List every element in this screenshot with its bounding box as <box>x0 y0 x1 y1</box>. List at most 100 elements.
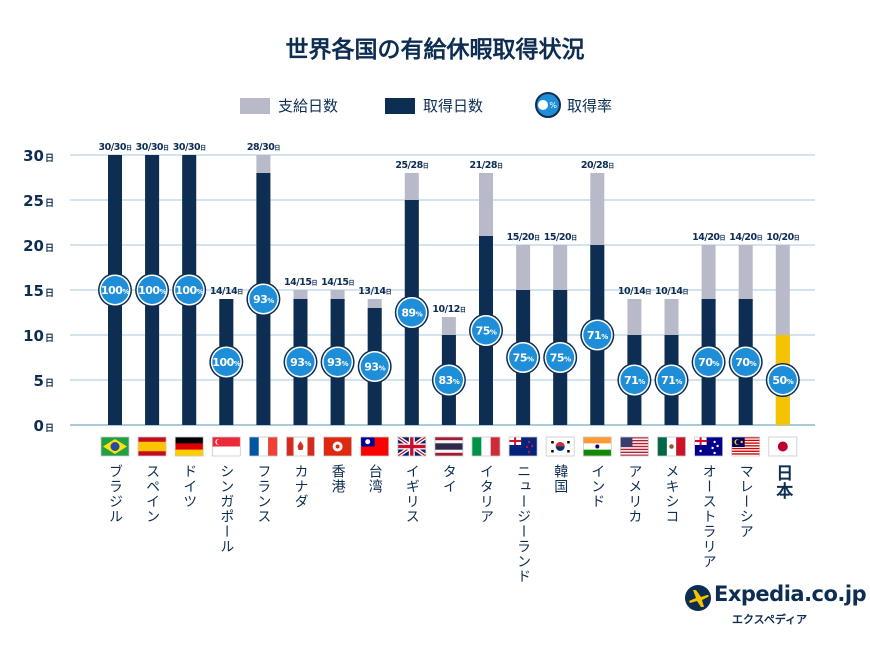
flag-part <box>527 450 531 454</box>
rate-percent: % <box>267 297 274 305</box>
flag-part <box>713 451 716 455</box>
india-flag-icon <box>582 436 612 457</box>
airplane-logo-icon <box>685 585 711 611</box>
y-tick-unit: 日 <box>45 198 54 209</box>
bar-value-label: 21/28日 <box>470 160 503 171</box>
y-tick-unit: 日 <box>45 423 54 434</box>
rate-label: 89% <box>401 307 422 320</box>
flag-part <box>567 441 570 444</box>
flag-part <box>595 444 600 449</box>
bar-value-unit: 日 <box>645 289 651 296</box>
flag-part <box>620 451 649 454</box>
rate-percent: % <box>304 360 311 368</box>
bar-value-unit: 日 <box>126 145 132 152</box>
category-label: メキシコ <box>663 464 680 524</box>
rate-percent: % <box>601 333 608 341</box>
flag-part <box>110 442 120 451</box>
rate-percent: % <box>160 288 167 296</box>
rate-circle <box>509 343 538 372</box>
bar-value-unit: 日 <box>349 280 355 287</box>
y-tick-unit: 日 <box>45 333 54 344</box>
spain-flag-icon <box>137 436 167 457</box>
korea-flag-icon <box>545 436 575 457</box>
thailand-flag-icon <box>434 436 464 457</box>
flag-part <box>620 439 649 442</box>
flag-part <box>713 440 716 444</box>
flag-part <box>731 445 760 447</box>
rate-circle <box>620 366 649 394</box>
rate-label: 93% <box>290 356 311 369</box>
flag-part <box>777 441 788 452</box>
category-label: オーストラリア <box>700 464 717 569</box>
flag-part <box>138 441 167 452</box>
taiwan-flag-icon <box>360 436 390 457</box>
bar-value-label: 14/20日 <box>729 232 762 243</box>
flag-border <box>434 436 464 457</box>
rate-circle <box>694 348 723 376</box>
legend-label: 取得率 <box>567 96 613 115</box>
flag-part <box>731 439 760 442</box>
rate-label: 70% <box>698 356 719 369</box>
flag-part <box>620 437 649 439</box>
rate-percent: % <box>379 365 386 373</box>
y-tick-label: 15日 <box>23 282 54 300</box>
rate-percent: % <box>234 360 241 368</box>
malaysia-flag-icon <box>731 436 761 457</box>
flag-part <box>731 437 760 439</box>
legend-swatch-taken <box>385 97 415 114</box>
category-label: ドイツ <box>181 464 198 509</box>
bar-value-label: 10/14日 <box>655 286 688 297</box>
category-label: タイ <box>440 464 457 494</box>
category-label: アメリカ <box>626 464 643 524</box>
category-label: イギリス <box>403 464 420 524</box>
category-label: ブラジル <box>107 464 123 524</box>
logo-name: Expedia.co.jp <box>714 582 867 606</box>
flag-part <box>740 440 743 444</box>
flag-part <box>472 437 482 456</box>
bar-value-unit: 日 <box>163 145 169 152</box>
rate-label: 75% <box>550 352 571 365</box>
flag-part <box>434 443 463 450</box>
bar-value-label: 14/20日 <box>692 232 725 243</box>
flag-part <box>297 441 304 450</box>
legend-label: 取得日数 <box>423 97 484 115</box>
france-flag-icon <box>248 436 278 457</box>
flag-border <box>397 436 427 457</box>
rate-circle <box>657 366 686 394</box>
flag-part <box>335 444 340 449</box>
flag-part <box>731 447 760 450</box>
rate-circle <box>472 316 500 345</box>
rate-circle <box>138 276 167 304</box>
bar-value-label: 15/20日 <box>507 232 540 243</box>
rate-label: 93% <box>327 356 348 369</box>
flag-part <box>620 445 649 448</box>
flag-part <box>307 437 315 456</box>
flag-border <box>657 436 686 457</box>
flag-border <box>248 436 278 457</box>
rate-label: 83% <box>438 374 459 387</box>
rate-circle <box>212 348 241 376</box>
usa-flag-icon <box>620 436 649 457</box>
flag-part <box>490 437 501 456</box>
bar-value-label: 25/28日 <box>395 160 428 171</box>
bar-value-unit: 日 <box>274 145 280 152</box>
y-tick-label: 25日 <box>23 192 54 210</box>
flag-border <box>360 436 390 457</box>
rate-circle-icon: % <box>535 92 561 118</box>
flag-part <box>365 439 371 445</box>
rate-label: 100% <box>212 356 240 369</box>
flag-part <box>620 448 649 451</box>
flag-part <box>731 450 760 452</box>
flag-part <box>669 444 674 449</box>
y-tick-label: 5日 <box>34 372 54 390</box>
rate-percent: % <box>122 288 129 296</box>
bar-value-label: 30/30日 <box>99 142 132 153</box>
rate-circle <box>397 298 426 327</box>
bar-value-label: 20/28日 <box>581 160 614 171</box>
y-tick-unit: 日 <box>45 378 54 389</box>
flag-part <box>268 437 278 456</box>
flag-part <box>657 437 668 456</box>
italy-flag-icon <box>471 436 501 457</box>
